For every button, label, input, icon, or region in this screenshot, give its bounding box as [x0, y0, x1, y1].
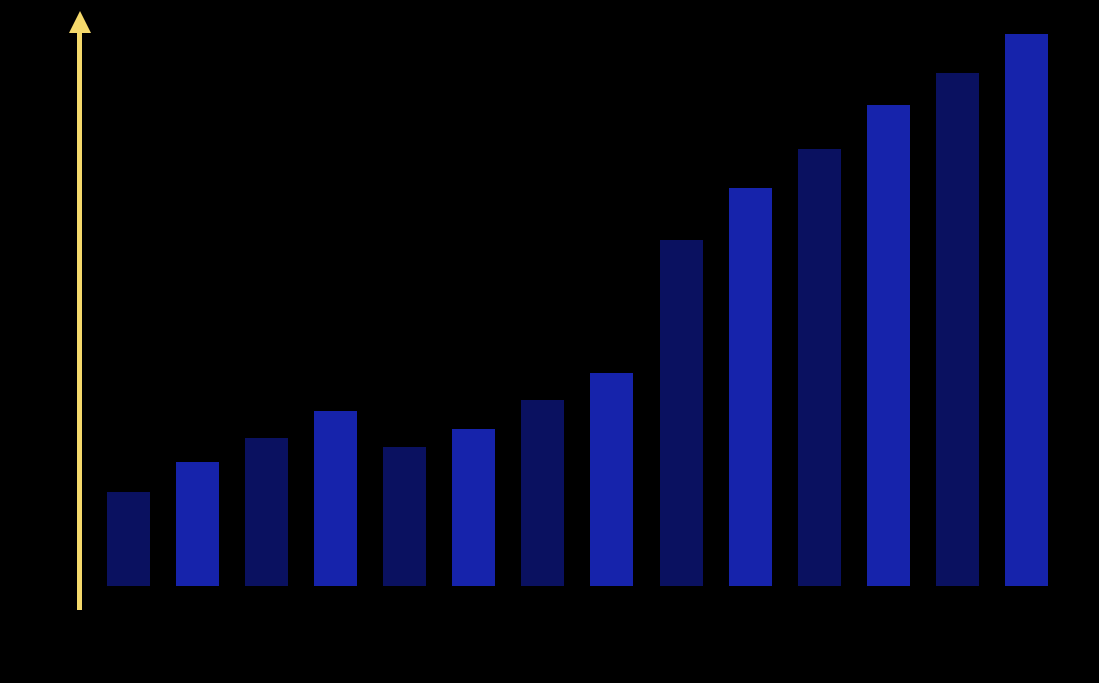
bar: [797, 149, 841, 586]
bar: [521, 400, 565, 586]
y-axis-arrow-up-icon: [69, 11, 91, 33]
bar: [866, 105, 910, 586]
bar: [383, 447, 427, 586]
bar: [659, 240, 703, 586]
bar: [728, 188, 772, 586]
bar: [245, 438, 289, 586]
bar: [452, 429, 496, 586]
bar: [935, 73, 979, 586]
bar: [314, 411, 358, 586]
bar: [590, 373, 634, 586]
bar-series: [107, 30, 1048, 586]
bar: [107, 492, 150, 586]
y-axis-line: [77, 28, 82, 610]
bar: [1004, 34, 1048, 586]
bar: [176, 462, 220, 586]
